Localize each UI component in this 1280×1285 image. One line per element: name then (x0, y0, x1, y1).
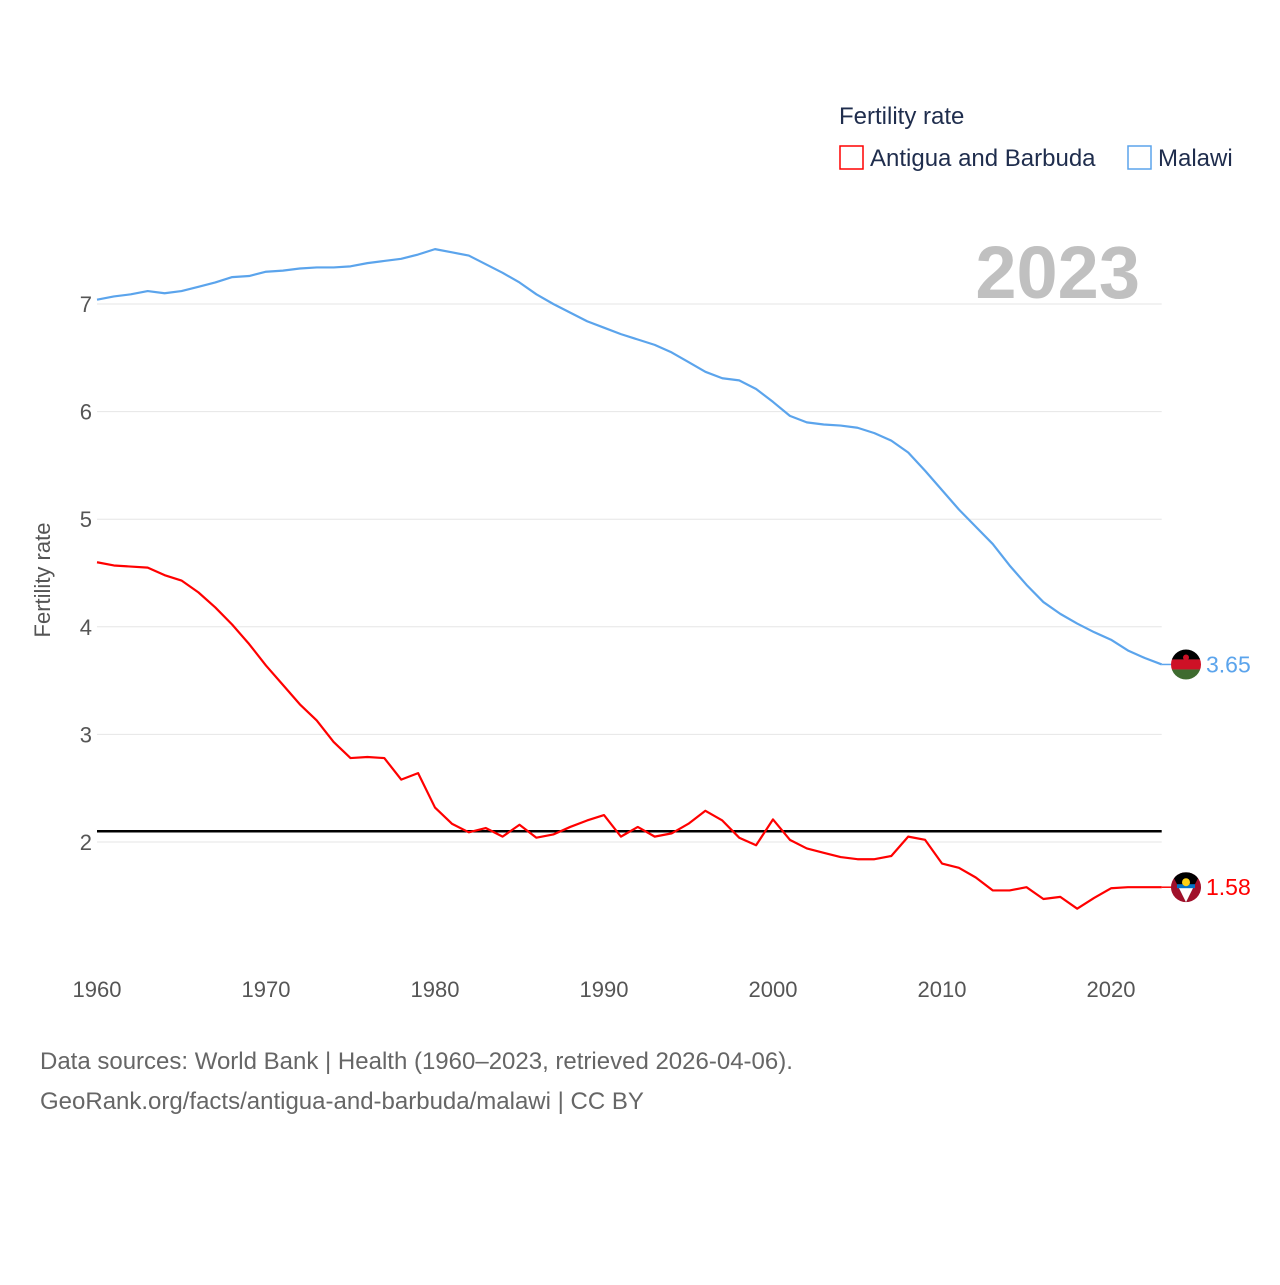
legend-item-antigua[interactable]: Antigua and Barbuda (839, 145, 1096, 172)
y-tick-label: 3 (80, 722, 92, 747)
series-line-antigua (96, 561, 1162, 910)
legend-title: Fertility rate (839, 103, 964, 130)
antigua-flag-icon (1171, 872, 1201, 903)
x-tick-label: 2010 (918, 977, 967, 1002)
y-axis-label: Fertility rate (30, 523, 55, 638)
legend-label-antigua: Antigua and Barbuda (870, 145, 1096, 172)
y-tick-label: 2 (80, 830, 92, 855)
legend-swatch-malawi (1127, 145, 1152, 170)
footer-sources: Data sources: World Bank | Health (1960–… (40, 1048, 793, 1075)
end-value-label: 3.65 (1206, 651, 1251, 677)
legend-label-malawi: Malawi (1158, 145, 1233, 172)
footer-link[interactable]: GeoRank.org/facts/antigua-and-barbuda/ma… (40, 1088, 644, 1115)
y-tick-label: 5 (80, 507, 92, 532)
year-watermark: 2023 (975, 231, 1140, 314)
x-tick-label: 1980 (411, 977, 460, 1002)
y-tick-label: 4 (80, 615, 92, 640)
legend-item-malawi[interactable]: Malawi (1127, 145, 1233, 172)
x-tick-label: 1990 (580, 977, 629, 1002)
malawi-flag-icon (1171, 649, 1201, 680)
y-tick-label: 6 (80, 400, 92, 425)
x-tick-label: 1960 (73, 977, 122, 1002)
x-tick-label: 2000 (749, 977, 798, 1002)
x-tick-label: 2020 (1087, 977, 1136, 1002)
legend-swatch-antigua (839, 145, 864, 170)
y-tick-label: 7 (80, 292, 92, 317)
end-value-label: 1.58 (1206, 874, 1251, 900)
series-line-malawi (96, 248, 1163, 666)
x-tick-label: 1970 (242, 977, 291, 1002)
